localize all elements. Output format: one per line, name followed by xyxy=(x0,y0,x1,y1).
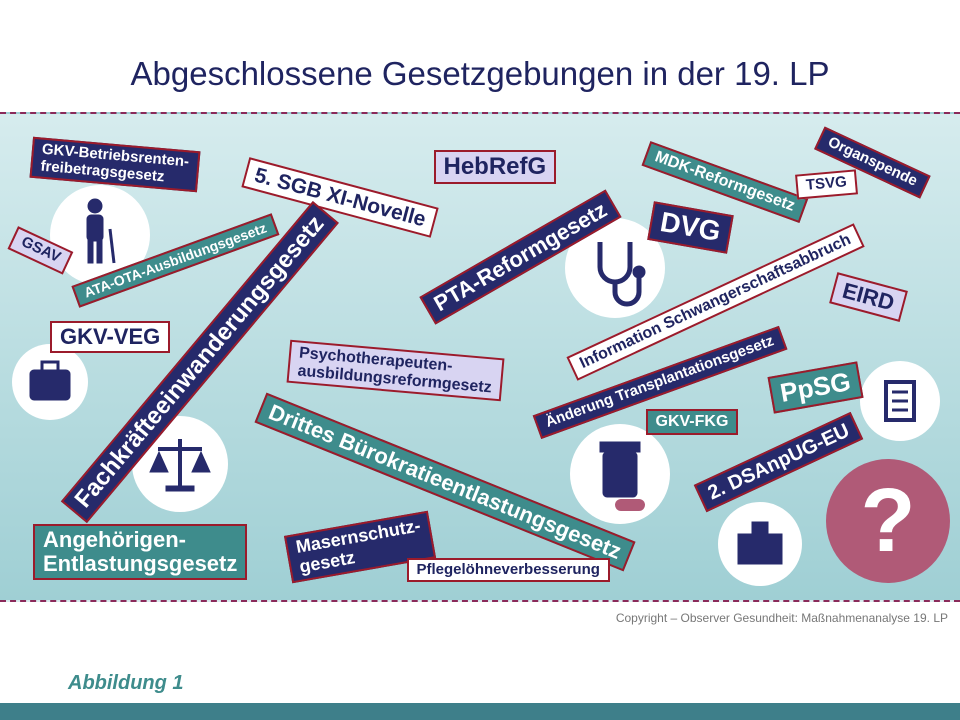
law-label: GKV-VEG xyxy=(50,321,171,354)
law-label-line: TSVG xyxy=(804,172,847,194)
footer-bar xyxy=(0,703,960,720)
law-label-line: Pflegelöhneverbesserung xyxy=(416,560,600,578)
title: Abgeschlossene Gesetzgebungen in der 19.… xyxy=(130,55,830,92)
law-label-line: Entlastungsgesetz xyxy=(43,551,238,577)
icon-glyphs xyxy=(29,198,916,565)
law-label-line: HebRefG xyxy=(443,153,547,180)
law-label: Pflegelöhneverbesserung xyxy=(406,557,610,582)
caption: Abbildung 1 xyxy=(68,672,184,694)
panel: ? GKV-Betriebsrenten-freibetragsgesetz 5.… xyxy=(0,112,960,602)
law-label-line: GKV-VEG xyxy=(60,324,161,349)
law-label: HebRefG xyxy=(433,150,557,185)
law-label-line: Angehörigen- xyxy=(43,527,186,552)
law-label: Angehörigen- Entlastungsgesetz xyxy=(33,524,248,581)
law-label: TSVG xyxy=(794,168,858,199)
copyright: Copyright – Observer Gesundheit: Maßnahm… xyxy=(615,611,948,625)
law-label-line: GKV-FKG xyxy=(655,413,729,430)
law-label-line: DVG xyxy=(657,205,723,247)
law-label-line: PpSG xyxy=(777,365,853,408)
question-mark: ? xyxy=(826,459,950,583)
law-label: GKV-FKG xyxy=(645,409,739,435)
